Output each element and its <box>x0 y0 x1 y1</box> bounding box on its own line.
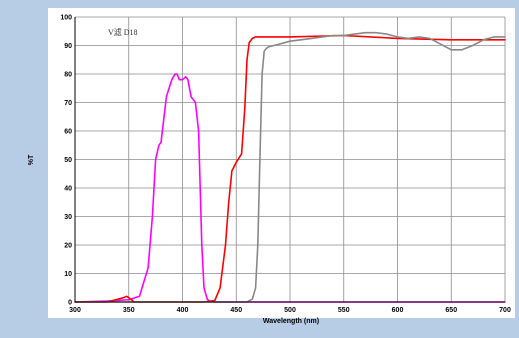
series-line-3 <box>74 31 506 303</box>
y-axis-title: %T <box>28 154 35 165</box>
x-tick-label-300: 300 <box>69 307 81 314</box>
y-tick-label-70: 70 <box>64 100 72 107</box>
y-tick-label-50: 50 <box>64 157 72 164</box>
series-group <box>74 31 506 303</box>
y-tick-label-60: 60 <box>64 129 72 136</box>
y-tick-label-40: 40 <box>64 186 72 193</box>
y-tick-label-10: 10 <box>64 271 72 278</box>
x-tick-label-350: 350 <box>123 307 135 314</box>
x-tick-label-650: 650 <box>445 307 457 314</box>
y-tick-label-20: 20 <box>64 243 72 250</box>
y-tick-label-100: 100 <box>60 15 72 22</box>
x-tick-label-600: 600 <box>392 307 404 314</box>
chart-annotation: V滤 D18 <box>108 27 138 37</box>
axes: 300 350 400 450 500 550 600 650 700 0 10 20 30 40 50 60… <box>60 15 511 315</box>
y-tick-label-0: 0 <box>68 300 72 307</box>
chart-panel <box>48 8 515 318</box>
x-tick-label-550: 550 <box>338 307 350 314</box>
x-tick-label-450: 450 <box>230 307 242 314</box>
x-axis-title: Wavelength (nm) <box>263 318 319 325</box>
x-tick-label-500: 500 <box>284 307 296 314</box>
y-tick-label-80: 80 <box>64 72 72 79</box>
series-line-2 <box>74 34 506 303</box>
y-tick-label-90: 90 <box>64 43 72 50</box>
x-tick-label-700: 700 <box>499 307 511 314</box>
y-tick-label-30: 30 <box>64 214 72 221</box>
x-tick-label-400: 400 <box>177 307 189 314</box>
